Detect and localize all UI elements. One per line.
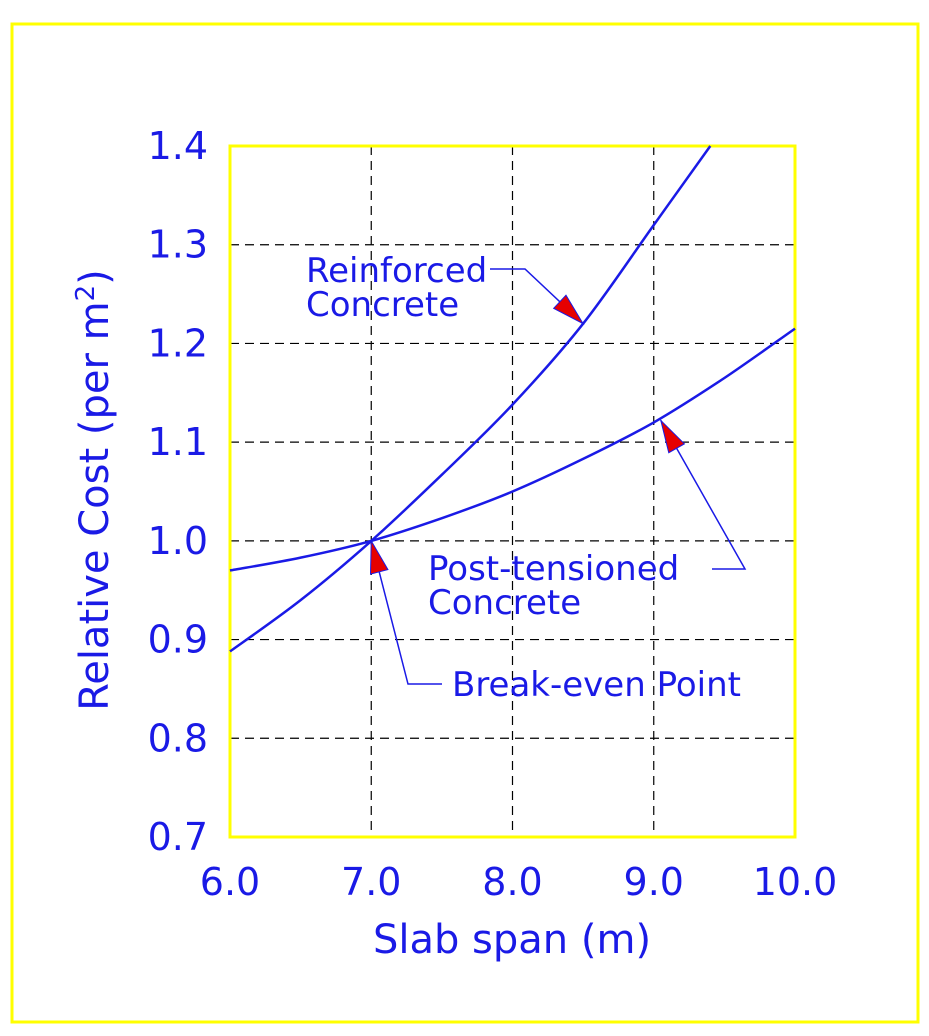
series-line-0 bbox=[229, 145, 712, 653]
plot-area-frame bbox=[228, 144, 797, 839]
annotation-reinforced-line-1: Concrete bbox=[306, 285, 459, 325]
y-axis-title-superscript: 2 bbox=[71, 285, 101, 302]
x-tick-label-2: 8.0 bbox=[482, 860, 542, 904]
arrowhead-reinforced bbox=[552, 294, 585, 325]
y-tick-label-0: 0.7 bbox=[148, 815, 208, 859]
y-tick-label-1: 0.8 bbox=[148, 716, 208, 760]
x-tick-label-0: 6.0 bbox=[200, 860, 260, 904]
y-tick-label-4: 1.1 bbox=[148, 420, 208, 464]
annotation-post-tensioned-line-1: Concrete bbox=[428, 583, 581, 623]
arrowhead-post-tensioned bbox=[659, 418, 686, 454]
curves bbox=[229, 145, 796, 653]
x-tick-label-1: 7.0 bbox=[341, 860, 401, 904]
y-tick-label-3: 1.0 bbox=[148, 519, 208, 563]
y-axis-title-main: Relative Cost (per m bbox=[72, 301, 118, 710]
arrowhead-break-even bbox=[369, 539, 389, 575]
annotation-break-even-line-0: Break-even Point bbox=[452, 665, 741, 705]
x-tick-label-3: 9.0 bbox=[624, 860, 684, 904]
x-tick-label-4: 10.0 bbox=[753, 860, 838, 904]
y-tick-label-7: 1.4 bbox=[148, 124, 208, 168]
tick-labels: 6.0 7.0 8.0 9.0 10.0 0.7 0.8 0.9 1.0 1.1 1.2 1.3 1.4 bbox=[148, 124, 838, 904]
x-axis-title: Slab span (m) bbox=[373, 917, 651, 963]
y-axis-title-close: ) bbox=[72, 269, 118, 285]
y-axis-title: Relative Cost (per m2) bbox=[71, 269, 118, 711]
annotations: ReinforcedConcretePost-tensionedConcrete… bbox=[306, 251, 747, 705]
leader-break-even bbox=[370, 540, 442, 685]
y-tick-label-6: 1.3 bbox=[148, 223, 208, 267]
annotation-reinforced-line-0: Reinforced bbox=[306, 251, 487, 291]
y-tick-label-5: 1.2 bbox=[148, 321, 208, 365]
y-tick-label-2: 0.9 bbox=[148, 618, 208, 662]
leader-post-tensioned bbox=[660, 420, 747, 570]
series-line-1 bbox=[229, 327, 796, 572]
outer-frame bbox=[10, 22, 920, 1024]
annotation-post-tensioned-line-0: Post-tensioned bbox=[428, 549, 679, 589]
